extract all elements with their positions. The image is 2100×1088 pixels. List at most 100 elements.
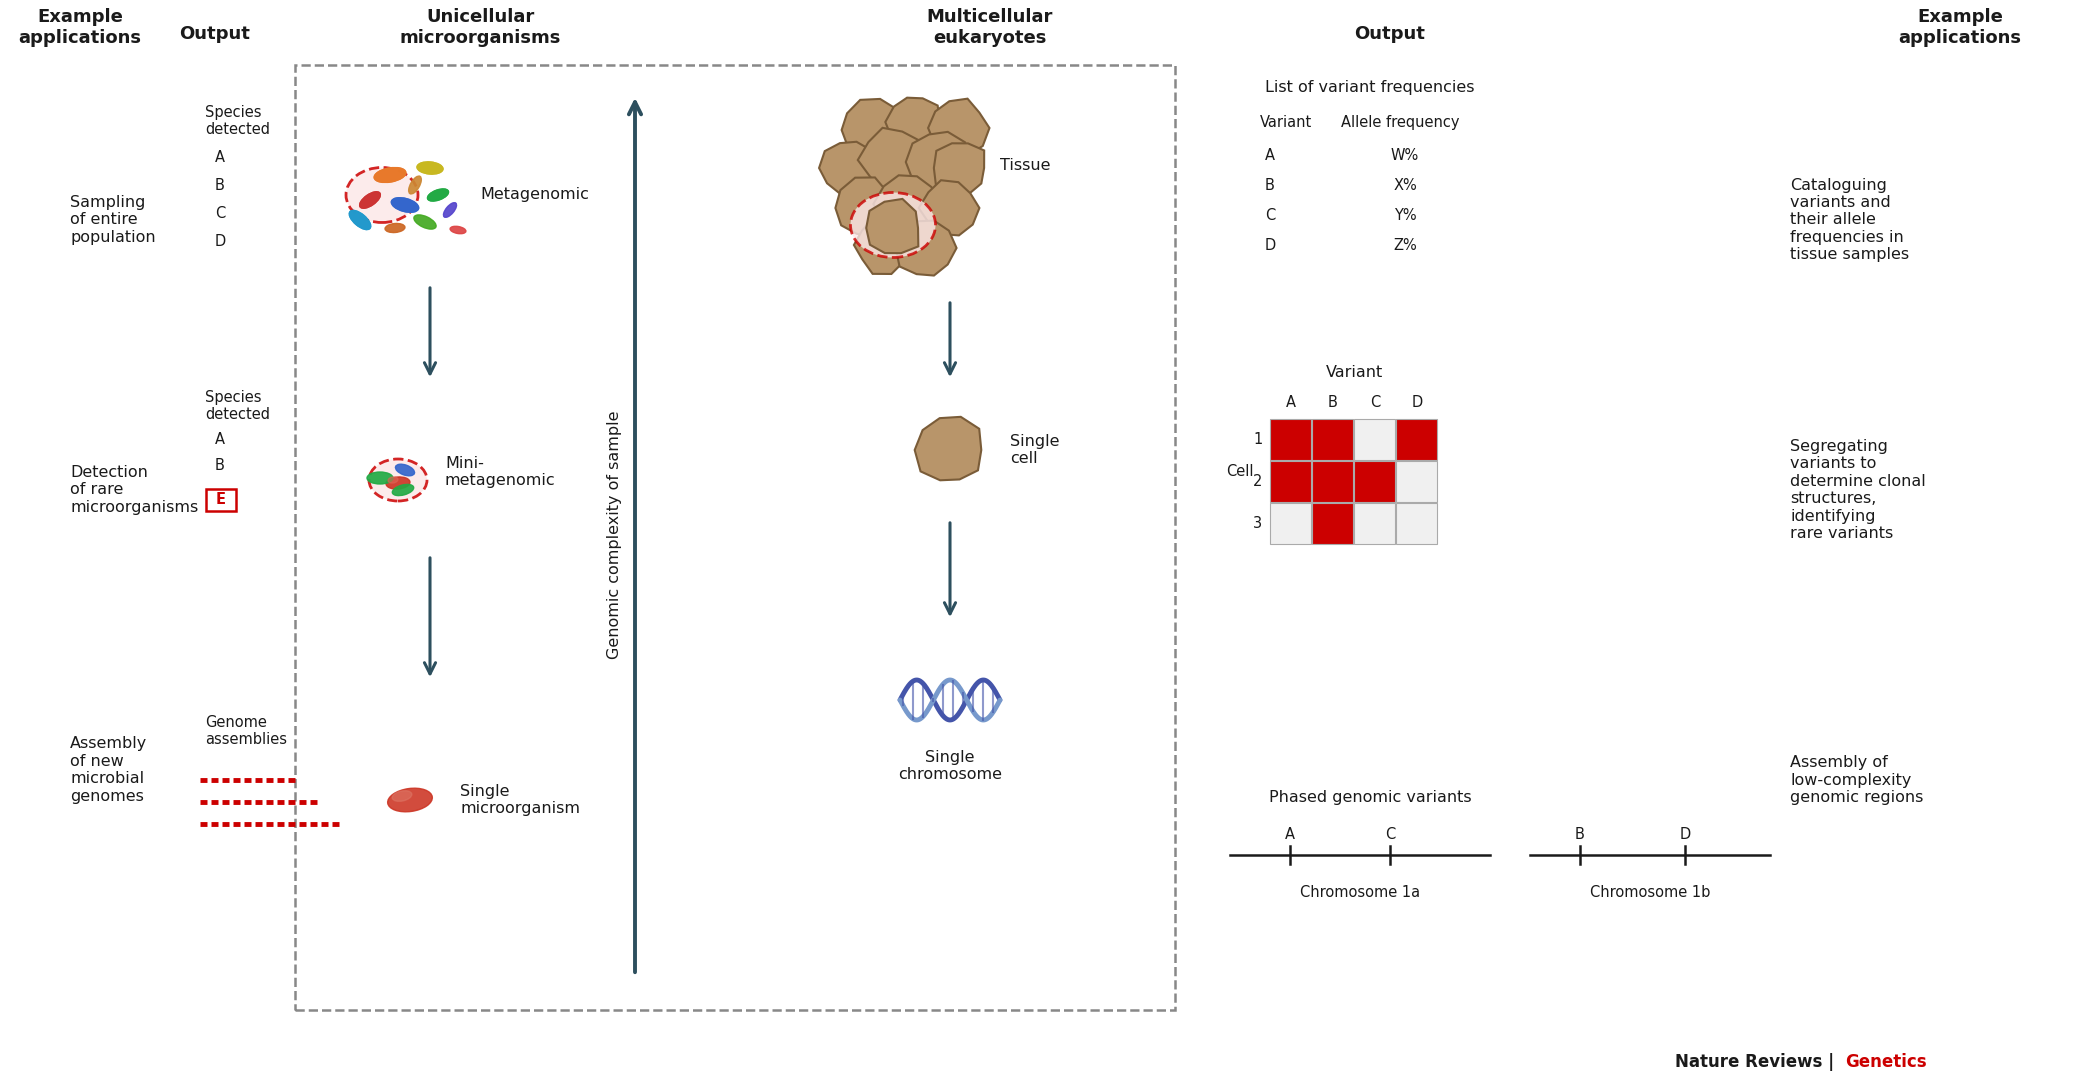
Polygon shape	[934, 144, 985, 195]
Ellipse shape	[395, 465, 414, 475]
Bar	[1312, 461, 1352, 502]
Ellipse shape	[391, 198, 418, 212]
Bar	[1270, 503, 1310, 544]
Text: Single
chromosome: Single chromosome	[899, 750, 1002, 782]
Text: D: D	[214, 235, 227, 249]
Text: Chromosome 1b: Chromosome 1b	[1590, 885, 1709, 900]
Text: Genomic complexity of sample: Genomic complexity of sample	[607, 411, 622, 659]
Ellipse shape	[428, 189, 449, 201]
Text: Phased genomic variants: Phased genomic variants	[1268, 790, 1472, 805]
Polygon shape	[865, 199, 918, 254]
Text: Assembly
of new
microbial
genomes: Assembly of new microbial genomes	[69, 737, 147, 804]
Polygon shape	[819, 141, 880, 194]
Bar	[1312, 419, 1352, 460]
Text: B: B	[214, 178, 225, 194]
Text: C: C	[1384, 827, 1394, 842]
Text: B: B	[1575, 827, 1586, 842]
Polygon shape	[916, 417, 981, 480]
Text: List of variant frequencies: List of variant frequencies	[1264, 81, 1474, 95]
Bar	[1354, 461, 1394, 502]
Text: A: A	[214, 433, 225, 447]
Ellipse shape	[349, 210, 372, 230]
Text: Allele frequency: Allele frequency	[1340, 115, 1459, 129]
Ellipse shape	[374, 168, 405, 183]
Ellipse shape	[391, 198, 418, 212]
Ellipse shape	[368, 472, 393, 484]
Text: Genome
assemblies: Genome assemblies	[206, 715, 288, 747]
Text: Example
applications: Example applications	[1898, 8, 2022, 47]
Ellipse shape	[414, 215, 437, 230]
Polygon shape	[855, 219, 911, 274]
Text: Y%: Y%	[1394, 208, 1415, 223]
Polygon shape	[836, 177, 892, 237]
Text: Nature Reviews |: Nature Reviews |	[1676, 1053, 1840, 1071]
FancyBboxPatch shape	[206, 489, 235, 511]
Bar	[1270, 461, 1310, 502]
Polygon shape	[918, 181, 979, 235]
Bar	[1312, 503, 1352, 544]
Text: B: B	[214, 457, 225, 472]
Text: Output: Output	[1354, 25, 1426, 44]
Text: Species
detected: Species detected	[206, 106, 271, 137]
Text: A: A	[1285, 827, 1296, 842]
Ellipse shape	[850, 193, 934, 258]
Ellipse shape	[386, 477, 410, 490]
Bar	[1354, 503, 1394, 544]
Bar	[1396, 419, 1436, 460]
Text: C: C	[1264, 208, 1275, 223]
Text: Tissue: Tissue	[1000, 158, 1050, 173]
Text: B: B	[1264, 178, 1275, 193]
Text: D: D	[1680, 827, 1690, 842]
Ellipse shape	[449, 226, 466, 234]
Text: 1: 1	[1254, 432, 1262, 446]
Ellipse shape	[443, 202, 456, 218]
Polygon shape	[895, 221, 958, 275]
Ellipse shape	[359, 191, 380, 208]
Ellipse shape	[384, 223, 405, 233]
Text: C: C	[214, 207, 225, 222]
Text: Single
microorganism: Single microorganism	[460, 783, 580, 816]
Ellipse shape	[374, 168, 405, 183]
Text: A: A	[1285, 395, 1296, 410]
Text: Segregating
variants to
determine clonal
structures,
identifying
rare variants: Segregating variants to determine clonal…	[1789, 438, 1926, 541]
Text: D: D	[1264, 238, 1277, 254]
Text: Variant: Variant	[1260, 115, 1312, 129]
Text: A: A	[1264, 148, 1275, 163]
Ellipse shape	[370, 459, 426, 500]
Text: Variant: Variant	[1325, 364, 1382, 380]
Text: Chromosome 1a: Chromosome 1a	[1300, 885, 1420, 900]
Polygon shape	[928, 99, 989, 156]
Text: E: E	[216, 493, 227, 507]
Ellipse shape	[388, 788, 433, 812]
Text: Sampling
of entire
population: Sampling of entire population	[69, 195, 155, 245]
Text: 2: 2	[1254, 473, 1262, 489]
Bar	[1396, 503, 1436, 544]
Text: D: D	[1411, 395, 1422, 410]
Text: Cataloguing
variants and
their allele
frequencies in
tissue samples: Cataloguing variants and their allele fr…	[1789, 177, 1909, 262]
Text: Unicellular
microorganisms: Unicellular microorganisms	[399, 8, 561, 47]
Bar	[1396, 461, 1436, 502]
Text: Single
cell: Single cell	[1010, 434, 1060, 466]
Ellipse shape	[346, 168, 418, 223]
Ellipse shape	[349, 210, 372, 230]
Ellipse shape	[410, 176, 422, 194]
Text: Mini-
metagenomic: Mini- metagenomic	[445, 456, 556, 489]
Polygon shape	[905, 132, 966, 191]
Polygon shape	[874, 175, 939, 235]
Ellipse shape	[359, 191, 380, 208]
Text: X%: X%	[1392, 178, 1418, 193]
Polygon shape	[842, 99, 901, 162]
Text: Species
detected: Species detected	[206, 390, 271, 422]
Text: Assembly of
low-complexity
genomic regions: Assembly of low-complexity genomic regio…	[1789, 755, 1924, 805]
Text: Genetics: Genetics	[1846, 1053, 1926, 1071]
Text: Example
applications: Example applications	[19, 8, 141, 47]
Ellipse shape	[388, 477, 399, 483]
Text: B: B	[1327, 395, 1338, 410]
Text: 3: 3	[1254, 516, 1262, 531]
Text: W%: W%	[1390, 148, 1420, 163]
Ellipse shape	[418, 162, 443, 174]
Ellipse shape	[418, 162, 443, 174]
Text: Multicellular
eukaryotes: Multicellular eukaryotes	[926, 8, 1054, 47]
Ellipse shape	[393, 791, 412, 802]
Polygon shape	[857, 127, 926, 194]
